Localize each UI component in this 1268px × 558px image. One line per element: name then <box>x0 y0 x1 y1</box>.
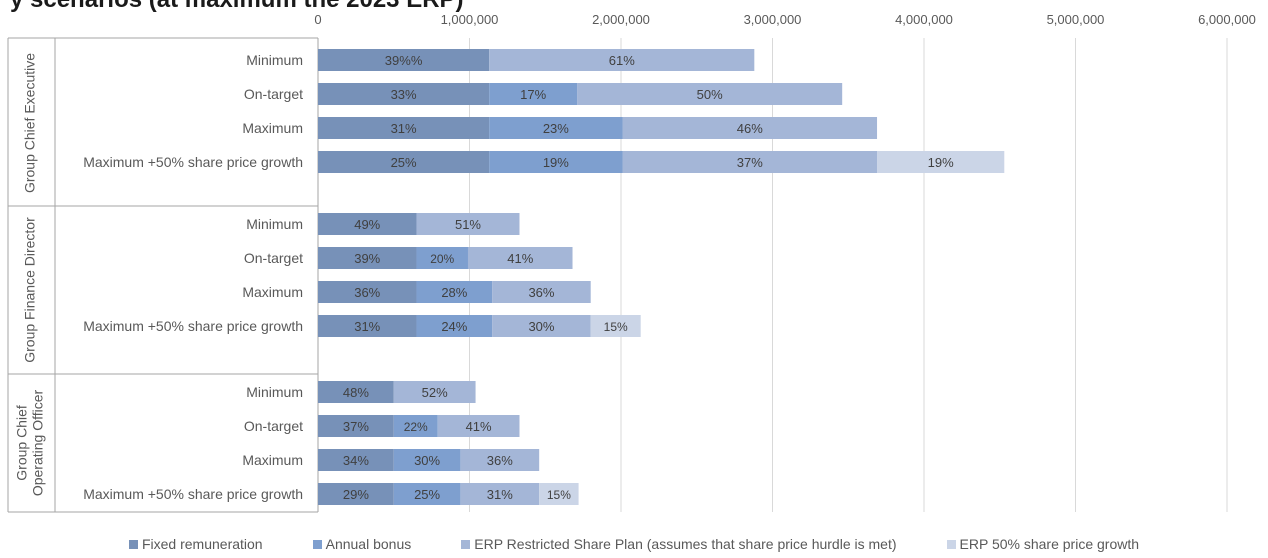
data-label: 15% <box>547 488 571 502</box>
legend-label: ERP 50% share price growth <box>960 536 1140 552</box>
bar-category-label: Maximum +50% share price growth <box>83 318 303 334</box>
legend-item-bonus: Annual bonus <box>313 536 412 552</box>
bar-category-label: Maximum <box>242 452 303 468</box>
data-label: 25% <box>414 487 440 502</box>
group-label: Group Chief Executive <box>22 53 38 193</box>
data-label: 46% <box>737 121 763 136</box>
bar-category-label: On-target <box>244 250 303 266</box>
data-label: 31% <box>391 121 417 136</box>
group-label: Group Chief <box>14 405 30 481</box>
x-tick-label: 0 <box>314 12 321 27</box>
data-label: 20% <box>430 252 454 266</box>
remuneration-scenarios-chart: 0 1,000,000 2,000,000 3,000,000 4,000,000 5,0… <box>0 0 1268 530</box>
data-label: 23% <box>543 121 569 136</box>
data-label: 37% <box>343 419 369 434</box>
bar-category-label: On-target <box>244 86 303 102</box>
data-label: 41% <box>466 419 492 434</box>
data-label: 17% <box>520 87 546 102</box>
legend-swatch <box>461 540 470 549</box>
legend-label: ERP Restricted Share Plan (assumes that … <box>474 536 896 552</box>
legend-item-erp: ERP Restricted Share Plan (assumes that … <box>461 536 896 552</box>
data-label: 61% <box>609 53 635 68</box>
data-label: 50% <box>697 87 723 102</box>
x-tick-label: 6,000,000 <box>1198 12 1256 27</box>
x-tick-label: 2,000,000 <box>592 12 650 27</box>
data-label: 39%% <box>385 53 423 68</box>
chart-legend: Fixed remuneration Annual bonus ERP Restri… <box>0 536 1268 552</box>
legend-item-growth: ERP 50% share price growth <box>947 536 1140 552</box>
data-label: 22% <box>404 420 428 434</box>
bar-category-label: Minimum <box>246 384 303 400</box>
x-tick-label: 5,000,000 <box>1047 12 1105 27</box>
legend-swatch <box>129 540 138 549</box>
data-label: 29% <box>343 487 369 502</box>
data-label: 51% <box>455 217 481 232</box>
data-label: 31% <box>487 487 513 502</box>
bar-category-label: Maximum <box>242 284 303 300</box>
data-label: 34% <box>343 453 369 468</box>
data-label: 33% <box>391 87 417 102</box>
data-label: 52% <box>422 385 448 400</box>
data-label: 28% <box>441 285 467 300</box>
data-label: 36% <box>487 453 513 468</box>
data-label: 30% <box>528 319 554 334</box>
legend-label: Annual bonus <box>326 536 412 552</box>
data-label: 49% <box>354 217 380 232</box>
data-label: 48% <box>343 385 369 400</box>
x-tick-label: 1,000,000 <box>441 12 499 27</box>
data-label: 19% <box>543 155 569 170</box>
legend-swatch <box>313 540 322 549</box>
group-label: Operating Officer <box>30 389 46 496</box>
data-label: 25% <box>391 155 417 170</box>
data-label: 39% <box>354 251 380 266</box>
data-label: 41% <box>507 251 533 266</box>
data-label: 15% <box>604 320 628 334</box>
bar-category-label: Maximum +50% share price growth <box>83 154 303 170</box>
data-label: 31% <box>354 319 380 334</box>
bar-category-label: Maximum <box>242 120 303 136</box>
bar-category-label: Minimum <box>246 52 303 68</box>
bar-category-label: Minimum <box>246 216 303 232</box>
x-tick-label: 3,000,000 <box>744 12 802 27</box>
legend-item-fixed: Fixed remuneration <box>129 536 263 552</box>
data-label: 36% <box>354 285 380 300</box>
data-label: 19% <box>928 155 954 170</box>
data-label: 36% <box>528 285 554 300</box>
legend-swatch <box>947 540 956 549</box>
data-label: 37% <box>737 155 763 170</box>
bar-category-label: Maximum +50% share price growth <box>83 486 303 502</box>
legend-label: Fixed remuneration <box>142 536 263 552</box>
x-tick-label: 4,000,000 <box>895 12 953 27</box>
bar-category-label: On-target <box>244 418 303 434</box>
group-label: Group Finance Director <box>22 217 38 363</box>
data-label: 24% <box>441 319 467 334</box>
data-label: 30% <box>414 453 440 468</box>
